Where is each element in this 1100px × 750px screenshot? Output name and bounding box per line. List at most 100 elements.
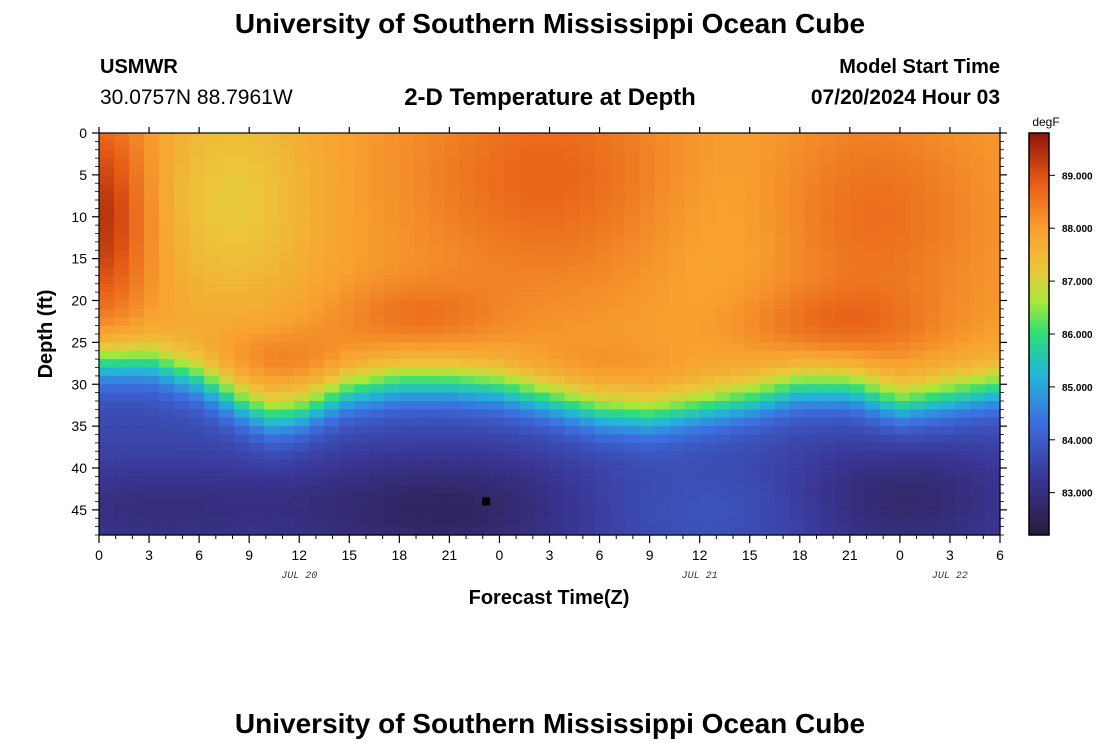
- x-tick-label: 0: [496, 547, 504, 563]
- heatmap-cell: [309, 158, 325, 168]
- heatmap-cell: [579, 392, 596, 402]
- heatmap-cell: [219, 258, 235, 268]
- date-label: JUL 21: [682, 571, 718, 582]
- heatmap-cell: [939, 292, 956, 302]
- heatmap-cell: [414, 258, 430, 268]
- heatmap-cell: [774, 409, 791, 419]
- heatmap-cell: [774, 174, 791, 184]
- heatmap-cell: [249, 325, 265, 335]
- heatmap-cell: [594, 258, 611, 268]
- heatmap-cell: [324, 283, 340, 293]
- heatmap-cell: [849, 166, 866, 176]
- heatmap-cell: [939, 350, 956, 360]
- heatmap-cell: [234, 133, 250, 142]
- heatmap-cell: [609, 317, 626, 327]
- heatmap-cell: [114, 526, 130, 536]
- heatmap-cell: [309, 409, 325, 419]
- heatmap-cell: [444, 233, 460, 243]
- heatmap-cell: [114, 518, 130, 528]
- heatmap-cell: [654, 468, 671, 477]
- heatmap-cell: [339, 292, 355, 302]
- heatmap-cell: [609, 208, 626, 218]
- heatmap-cell: [189, 250, 205, 260]
- heatmap-cell: [939, 359, 956, 369]
- heatmap-cell: [159, 375, 175, 385]
- heatmap-cell: [264, 225, 280, 235]
- heatmap-cell: [144, 191, 160, 201]
- heatmap-cell: [654, 484, 671, 494]
- heatmap-cell: [459, 384, 476, 394]
- heatmap-cell: [609, 300, 626, 310]
- heatmap-cell: [294, 166, 310, 176]
- heatmap-cell: [969, 501, 986, 511]
- heatmap-cell: [294, 484, 310, 494]
- heatmap-cell: [909, 149, 926, 159]
- heatmap-cell: [114, 258, 130, 268]
- heatmap-cell: [834, 451, 851, 461]
- heatmap-cell: [384, 267, 400, 276]
- heatmap-cell: [549, 325, 566, 335]
- heatmap-cell: [879, 300, 896, 310]
- heatmap-cell: [249, 166, 265, 176]
- heatmap-cell: [879, 191, 896, 201]
- heatmap-cell: [849, 501, 866, 511]
- heatmap-cell: [579, 501, 596, 511]
- heatmap-cell: [909, 401, 926, 410]
- heatmap-cell: [744, 493, 761, 503]
- heatmap-cell: [864, 451, 881, 461]
- heatmap-cell: [819, 300, 836, 310]
- heatmap-cell: [924, 426, 941, 436]
- heatmap-cell: [429, 342, 445, 352]
- heatmap-cell: [219, 267, 235, 276]
- heatmap-cell: [744, 334, 761, 343]
- heatmap-cell: [159, 384, 175, 394]
- heatmap-cell: [579, 401, 596, 410]
- heatmap-cell: [99, 267, 115, 276]
- heatmap-cell: [324, 459, 340, 469]
- heatmap-cell: [864, 392, 881, 402]
- heatmap-cell: [324, 292, 340, 302]
- heatmap-cell: [939, 434, 956, 444]
- heatmap-cell: [204, 342, 220, 352]
- heatmap-cell: [969, 342, 986, 352]
- heatmap-cell: [324, 267, 340, 276]
- heatmap-cell: [879, 434, 896, 444]
- heatmap-cell: [144, 359, 160, 369]
- heatmap-cell: [729, 200, 746, 209]
- heatmap-cell: [249, 267, 265, 276]
- heatmap-cell: [669, 350, 686, 360]
- heatmap-cell: [234, 308, 250, 318]
- heatmap-cell: [774, 493, 791, 503]
- heatmap-cell: [354, 442, 370, 452]
- heatmap-cell: [804, 158, 821, 168]
- heatmap-cell: [354, 325, 370, 335]
- colorbar-tick-label: 86.000: [1062, 330, 1093, 341]
- heatmap-cell: [849, 308, 866, 318]
- heatmap-cell: [624, 325, 641, 335]
- heatmap-cell: [249, 300, 265, 310]
- heatmap-cell: [294, 468, 310, 477]
- heatmap-cell: [879, 317, 896, 327]
- heatmap-cell: [369, 241, 385, 251]
- heatmap-cell: [984, 451, 1001, 461]
- heatmap-cell: [189, 484, 205, 494]
- heatmap-cell: [474, 191, 491, 201]
- colorbar-tick-label: 89.000: [1062, 171, 1093, 182]
- heatmap-cell: [969, 451, 986, 461]
- heatmap-cell: [549, 141, 566, 151]
- heatmap-cell: [729, 191, 746, 201]
- heatmap-cell: [639, 258, 656, 268]
- heatmap-cell: [594, 359, 611, 369]
- heatmap-cell: [264, 208, 280, 218]
- heatmap-cell: [774, 216, 791, 226]
- heatmap-cell: [219, 359, 235, 369]
- heatmap-cell: [624, 334, 641, 343]
- heatmap-cell: [459, 493, 476, 503]
- heatmap-cell: [294, 493, 310, 503]
- heatmap-cell: [609, 258, 626, 268]
- heatmap-cell: [549, 258, 566, 268]
- heatmap-cell: [849, 392, 866, 402]
- heatmap-cell: [819, 484, 836, 494]
- heatmap-cell: [459, 484, 476, 494]
- heatmap-cell: [669, 501, 686, 511]
